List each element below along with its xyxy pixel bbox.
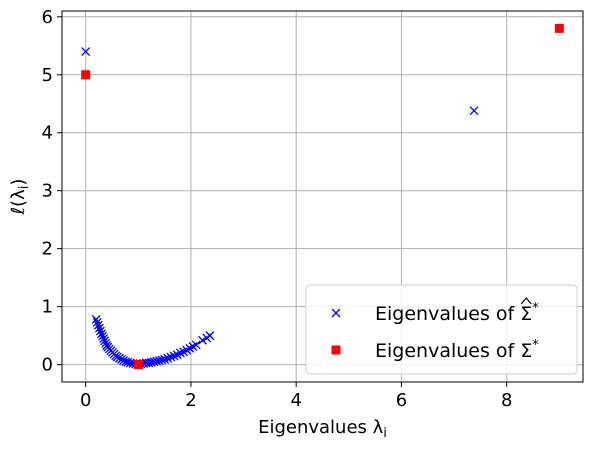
x-marker-point xyxy=(91,314,101,324)
x-marker-point xyxy=(469,106,479,116)
x-tick-label: 8 xyxy=(501,390,512,411)
y-axis-label-subscript: i xyxy=(17,186,32,190)
x-axis-label-subscript: i xyxy=(383,426,387,441)
y-tick-label: 1 xyxy=(42,297,53,318)
x-marker-point xyxy=(166,352,176,362)
x-marker-point xyxy=(112,352,122,362)
x-marker-point xyxy=(99,334,109,343)
x-marker-point xyxy=(125,358,135,368)
x-marker-point xyxy=(160,354,170,364)
grid-lines xyxy=(62,11,583,382)
x-marker-point xyxy=(175,348,185,358)
x-marker-point xyxy=(147,357,156,367)
y-tick-label: 6 xyxy=(42,7,53,28)
x-marker-point xyxy=(81,47,91,57)
x-marker-point xyxy=(97,329,106,339)
x-marker-point xyxy=(144,358,154,368)
x-axis-label: Eigenvalues λi xyxy=(258,417,387,441)
y-tick-label: 4 xyxy=(42,123,53,144)
x-marker-point xyxy=(169,351,179,361)
y-tick-label: 2 xyxy=(42,239,53,260)
x-marker-point xyxy=(98,331,107,341)
axis-ticks: 0 2 4 6 8 0 1 2 3 4 5 6 xyxy=(42,7,513,411)
x-marker-point xyxy=(94,323,104,333)
square-marker-point xyxy=(81,70,91,80)
series-1 xyxy=(81,23,564,370)
y-tick-label: 0 xyxy=(42,355,53,376)
square-marker-point xyxy=(554,23,564,33)
legend: Eigenvalues of Σ* Eigenvalues of Σ* xyxy=(305,284,578,375)
legend-hat-accent xyxy=(520,297,532,305)
x-marker-point xyxy=(92,317,102,327)
x-marker-point xyxy=(117,354,126,364)
x-axis-label-main: Eigenvalues λ xyxy=(258,417,384,438)
y-axis-label: ℓ(λi) xyxy=(8,179,32,216)
x-tick-label: 4 xyxy=(290,390,301,411)
x-tick-label: 6 xyxy=(396,390,407,411)
x-marker-point xyxy=(114,353,124,363)
legend-items: Eigenvalues of Σ* Eigenvalues of Σ* xyxy=(331,297,539,362)
x-marker-point xyxy=(95,326,105,336)
y-tick-label: 3 xyxy=(42,181,53,202)
x-marker-point xyxy=(191,340,201,350)
y-axis-label-close: ) xyxy=(8,179,29,186)
x-marker-point xyxy=(149,357,159,367)
x-marker-point xyxy=(163,353,173,363)
x-marker-point xyxy=(152,356,162,366)
x-marker-point xyxy=(100,336,110,346)
x-marker-point xyxy=(154,356,164,366)
legend-marker-0 xyxy=(331,308,341,318)
x-marker-point xyxy=(198,335,207,345)
x-marker-point xyxy=(205,331,215,341)
y-axis-label-main: ℓ(λ xyxy=(8,189,29,215)
x-marker-point xyxy=(123,357,133,367)
legend-label-0: Eigenvalues of Σ* xyxy=(375,301,539,325)
legend-marker-1 xyxy=(331,345,341,355)
y-tick-label: 5 xyxy=(42,65,53,86)
x-tick-label: 2 xyxy=(185,390,196,411)
plot-frame xyxy=(61,10,584,383)
data-markers xyxy=(81,23,564,370)
legend-box xyxy=(305,284,578,375)
x-marker-point xyxy=(93,320,103,330)
x-marker-point xyxy=(157,355,167,365)
square-marker-point xyxy=(133,360,143,370)
legend-label-1: Eigenvalues of Σ* xyxy=(375,338,539,362)
x-tick-label: 0 xyxy=(80,390,91,411)
